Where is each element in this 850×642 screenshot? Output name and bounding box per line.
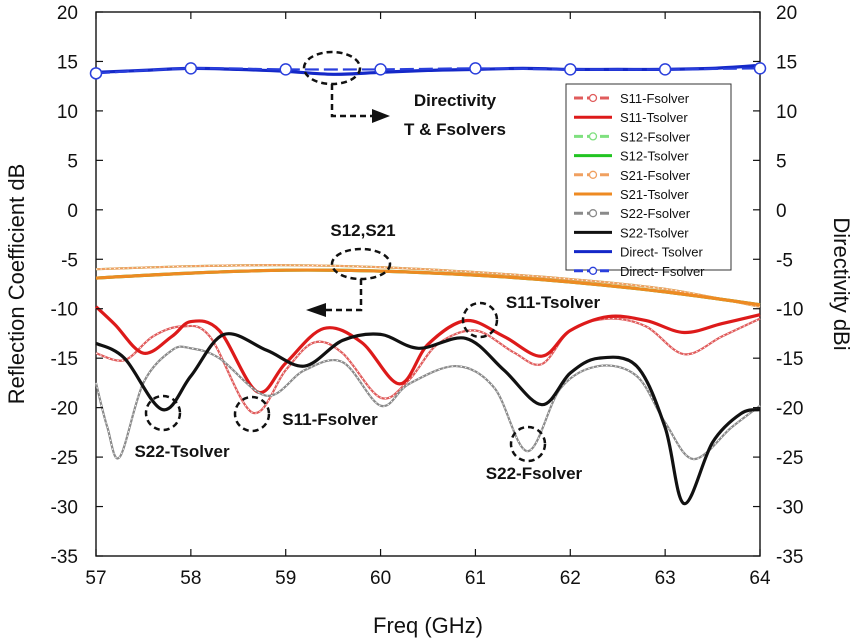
right-y-tick-label: -20 [776, 399, 803, 420]
x-tick-label: 64 [749, 568, 771, 589]
directivity-label-line2: T & Fsolvers [404, 120, 506, 139]
legend-label-direct-fsolver: Direct- Fsolver [620, 264, 705, 279]
legend-label-s11-fsolver: S11-Fsolver [620, 91, 690, 106]
y-tick-label: -25 [51, 448, 78, 469]
right-y-tick-label: 5 [776, 151, 787, 172]
x-tick-label: 58 [180, 568, 201, 589]
x-tick-label: 61 [465, 568, 486, 589]
s11-tsolver-label: S11-Tsolver [506, 293, 601, 312]
series-point-direct-fsolver [658, 63, 672, 76]
right-y-tick-label: 20 [776, 3, 797, 24]
y-tick-label: -10 [51, 300, 78, 321]
legend-marker-s11-fsolver [588, 93, 598, 103]
y-tick-label: 0 [67, 201, 78, 222]
series-point-direct-fsolver [374, 63, 387, 76]
annotation-s22-fsolver: S22-Fsolver [486, 425, 583, 483]
legend-label-s12-fsolver: S12-Fsolver [620, 129, 691, 144]
s11-tsolver-circle [461, 301, 499, 339]
x-tick-label: 63 [655, 568, 676, 589]
legend-label-s12-tsolver: S12-Tsolver [620, 149, 689, 164]
right-y-tick-label: -15 [776, 349, 803, 370]
series-point-direct-fsolver [279, 63, 292, 76]
series-point-direct-fsolver [469, 62, 482, 75]
series-line-s22-tsolver [95, 332, 761, 506]
series-point-direct-fsolver [89, 67, 103, 80]
y-tick-label: 10 [57, 102, 78, 123]
s12-s21-arrow-head [306, 303, 326, 317]
annotation-directivity: Directivity T & Fsolvers [302, 50, 506, 139]
x-tick-label: 60 [370, 568, 391, 589]
series-markers-s21-fsolver [95, 264, 761, 308]
series-point-direct-fsolver [564, 63, 577, 76]
legend: S11-Fsolver S11-Tsolver S12-Fsolver S12-Tso… [565, 83, 732, 279]
s22-fsolver-circle [509, 425, 547, 463]
annotation-s12-s21: S12,S21 [306, 221, 396, 317]
legend-marker-s12-fsolver [588, 132, 598, 141]
x-tick-label: 57 [85, 568, 106, 589]
annotation-s11-tsolver: S11-Tsolver [461, 293, 601, 339]
series-line-s11-tsolver [94, 305, 761, 395]
right-y-tick-label: 10 [776, 102, 797, 123]
s12-s21-label: S12,S21 [330, 221, 395, 240]
y-tick-label: -15 [51, 349, 78, 370]
right-y-tick-label: -5 [776, 250, 793, 271]
right-y-axis-title: Directivity dBi [829, 217, 850, 350]
legend-label-s21-fsolver: S21-Fsolver [620, 168, 691, 183]
legend-label-s21-tsolver: S21-Tsolver [620, 187, 689, 202]
legend-label-s11-tsolver: S11-Tsolver [620, 110, 688, 125]
legend-label-s22-tsolver: S22-Tsolver [620, 225, 689, 240]
y-axis-ticks: 20 15 10 5 0 -5 -10 -15 -20 -25 -30 -35 [51, 3, 103, 568]
s12-s21-arrow-line [326, 279, 363, 312]
s11-fsolver-circle [233, 395, 271, 433]
s22-tsolver-circle [144, 394, 182, 432]
right-y-tick-label: 15 [776, 52, 797, 73]
directivity-arrow-head [372, 109, 390, 123]
y-tick-label: -20 [51, 399, 78, 420]
series-point-direct-fsolver [753, 62, 767, 75]
legend-items: S11-Fsolver S11-Tsolver S12-Fsolver S12-Tso… [574, 91, 705, 279]
right-y-axis-ticks: 20 15 10 5 0 -5 -10 -15 -20 -25 -30 -35 [753, 3, 803, 568]
s22-fsolver-label: S22-Fsolver [486, 464, 583, 483]
legend-label-direct-tsolver: Direct- Tsolver [620, 245, 704, 260]
right-y-tick-label: -10 [776, 300, 803, 321]
y-tick-label: 20 [57, 3, 78, 24]
series-point-direct-fsolver [184, 62, 198, 75]
legend-marker-direct-fsolver [588, 266, 598, 275]
legend-marker-s22-fsolver [588, 209, 598, 218]
series-line-direct-fsolver [95, 67, 761, 75]
s22-tsolver-label: S22-Tsolver [134, 442, 230, 461]
series-markers-s22-fsolver [95, 346, 761, 460]
annotation-s22-tsolver: S22-Tsolver [134, 394, 230, 461]
series-line-s21-tsolver [95, 268, 761, 307]
legend-marker-s21-fsolver [588, 170, 598, 179]
series-layer [89, 62, 767, 506]
annotation-s11-fsolver: S11-Fsolver [233, 395, 378, 433]
x-axis-title: Freq (GHz) [373, 613, 483, 638]
right-y-tick-label: -30 [776, 498, 803, 519]
y-tick-label: -5 [61, 250, 78, 271]
y-axis-title: Reflection Coefficient dB [4, 164, 29, 405]
y-tick-label: -30 [51, 498, 78, 519]
series-line-s11-fsolver [95, 317, 761, 415]
s11-fsolver-label: S11-Fsolver [282, 410, 378, 429]
y-tick-label: -35 [51, 547, 78, 568]
y-tick-label: 15 [57, 52, 78, 73]
right-y-tick-label: -25 [776, 448, 803, 469]
directivity-arrow-line [330, 84, 372, 118]
right-y-tick-label: 0 [776, 201, 787, 222]
x-axis-ticks: 57 58 59 60 61 62 63 64 [85, 12, 771, 589]
y-tick-label: 5 [67, 151, 78, 172]
right-y-tick-label: -35 [776, 547, 803, 568]
x-tick-label: 62 [560, 568, 581, 589]
legend-label-s22-fsolver: S22-Fsolver [620, 206, 691, 221]
x-tick-label: 59 [275, 568, 296, 589]
directivity-label: Directivity [414, 91, 497, 110]
